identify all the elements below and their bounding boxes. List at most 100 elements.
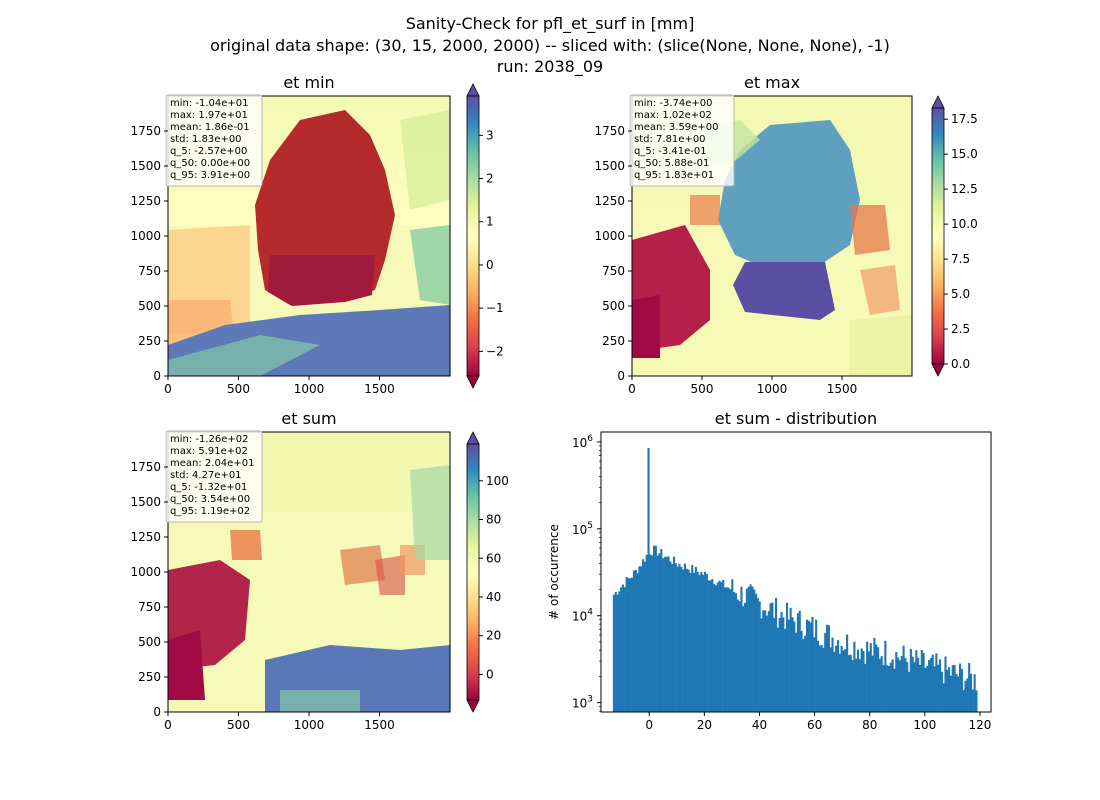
- colorbar-tick-label: 100: [486, 474, 509, 488]
- stats-line: q_5: -2.57e+00: [170, 146, 247, 157]
- histogram-bar: [864, 663, 867, 712]
- histogram-bar: [736, 599, 739, 712]
- histogram-bar: [773, 617, 776, 712]
- histogram-bar: [815, 619, 818, 712]
- histogram-bar: [820, 645, 823, 712]
- histogram-bar: [631, 577, 634, 712]
- histogram-bar: [782, 617, 785, 712]
- heatmap-et-min: [168, 96, 450, 376]
- x-tick-label: 1500: [364, 718, 395, 732]
- histogram-bar: [758, 601, 761, 712]
- histogram-bar: [847, 654, 850, 712]
- stats-line: min: -3.74e+00: [634, 98, 713, 109]
- histogram-bar: [687, 569, 690, 712]
- x-tick-label: 0: [628, 382, 636, 396]
- histogram-bar: [909, 648, 912, 712]
- histogram-bar: [807, 620, 810, 712]
- histogram-bar: [966, 678, 969, 712]
- histogram-bar: [795, 632, 798, 712]
- histogram-bar: [651, 555, 654, 712]
- histogram-bar: [915, 650, 918, 712]
- stats-line: max: 5.91e+02: [170, 446, 248, 457]
- histogram-bar: [855, 658, 858, 712]
- histogram-bar: [805, 619, 809, 712]
- colorbar-tick-label: 60: [486, 551, 501, 565]
- y-tick-label: 1250: [594, 194, 625, 208]
- histogram-bar: [937, 664, 940, 712]
- histogram-bar: [744, 602, 747, 712]
- y-tick-label: 1000: [130, 229, 161, 243]
- histogram-bar: [649, 554, 652, 712]
- colorbar-tick-label: 15.0: [951, 147, 978, 161]
- histogram-bar: [907, 671, 911, 712]
- histogram-bar: [714, 585, 717, 712]
- histogram-bar: [791, 617, 794, 712]
- histogram-bar: [811, 616, 814, 712]
- histogram-bar: [897, 657, 900, 712]
- stats-line: q_95: 3.91e+00: [170, 170, 250, 181]
- y-tick-label: 250: [138, 334, 161, 348]
- histogram-bar: [891, 659, 894, 712]
- histogram-bar: [787, 619, 790, 712]
- histogram-bar: [902, 645, 905, 712]
- colorbar-tick-label: 80: [486, 513, 501, 527]
- histogram-bar: [796, 613, 799, 712]
- y-tick-label: 1750: [130, 124, 161, 138]
- stats-line: q_50: 5.88e-01: [634, 158, 709, 169]
- y-tick-label: 750: [138, 264, 161, 278]
- stats-line: std: 4.27e+01: [170, 470, 242, 481]
- histogram-bar: [643, 561, 646, 712]
- y-tick-label: 104: [572, 608, 593, 624]
- figure-title: Sanity-Check for pfl_et_surf in [mm] ori…: [210, 14, 890, 77]
- histogram-bar: [785, 602, 789, 712]
- histogram-bar: [926, 665, 929, 712]
- histogram-bar: [829, 647, 832, 712]
- histogram-bar: [647, 448, 650, 712]
- histogram-bar: [802, 638, 805, 712]
- colorbar-tick-label: 0: [486, 258, 494, 272]
- histogram-bar: [957, 676, 960, 712]
- histogram-bar: [917, 657, 920, 712]
- histogram-bar: [924, 667, 927, 712]
- histogram-bar: [683, 563, 687, 712]
- histogram-bar: [949, 675, 953, 712]
- histogram-bar: [933, 666, 936, 712]
- x-tick-label: 500: [227, 718, 250, 732]
- histogram-bar: [691, 564, 694, 712]
- histogram-bar: [893, 668, 896, 712]
- y-tick-label: 0: [153, 369, 161, 383]
- histogram-bar: [826, 624, 829, 712]
- histogram-bar: [629, 578, 632, 712]
- histogram-bar: [718, 580, 721, 712]
- histogram-bar: [869, 643, 872, 712]
- histogram-bar: [685, 568, 688, 712]
- histogram-bar: [824, 632, 827, 712]
- histogram-bar: [720, 582, 723, 712]
- panel-et-min: et min min: -1.04e+01 max: 1.97e+01 mean…: [130, 73, 503, 396]
- histogram-bar: [682, 569, 685, 712]
- y-axis-label-distribution: # of occurrence: [547, 524, 561, 620]
- y-tick-label: 1000: [594, 229, 625, 243]
- histogram-bar: [878, 658, 881, 712]
- colorbar-tick-label: 40: [486, 590, 501, 604]
- y-axis-et-max: 0 250 500 750 1000 1250 1500 1750: [594, 124, 632, 383]
- histogram-bar: [778, 617, 781, 712]
- y-axis-et-sum: 0 250 500 750 1000 1250 1500 1750: [130, 460, 168, 719]
- histogram-bar: [858, 659, 861, 712]
- histogram-bar: [818, 645, 821, 712]
- histogram-bar: [660, 549, 663, 712]
- histogram-bar: [877, 647, 880, 712]
- histogram-bar: [727, 587, 730, 712]
- histogram-bar: [734, 593, 738, 712]
- histogram-bar: [700, 571, 703, 712]
- histogram-bar: [887, 665, 891, 712]
- histogram-bar: [753, 589, 756, 712]
- histogram-bar: [973, 674, 976, 712]
- histogram-bar: [672, 556, 676, 712]
- histogram-bar: [962, 689, 965, 712]
- histogram-bar: [886, 665, 889, 712]
- colorbar-tick-label: 3: [486, 128, 494, 142]
- y-tick-label: 1000: [130, 565, 161, 579]
- histogram-bar: [971, 689, 974, 712]
- histogram-bar: [856, 649, 860, 712]
